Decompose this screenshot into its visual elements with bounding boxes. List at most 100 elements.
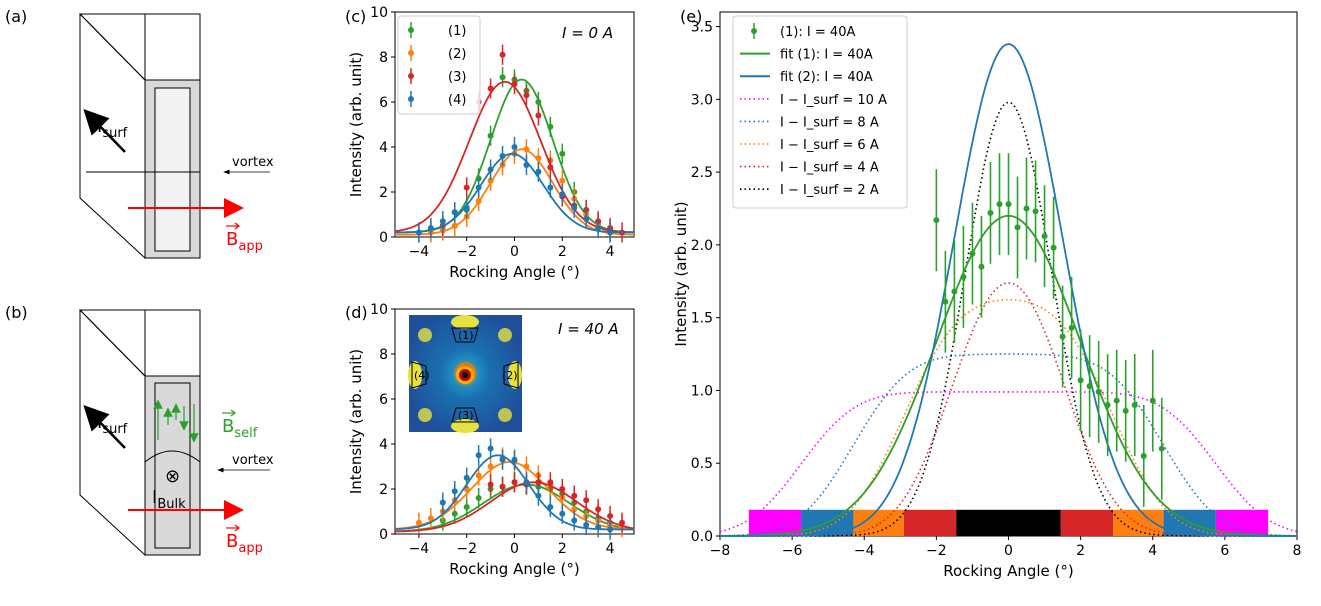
c-xtick-label-2: 0 [510, 244, 519, 260]
c-ytick-label-1: 2 [379, 185, 388, 201]
i-surf-label-b: Isurf [97, 412, 128, 437]
d-ytick-label-3: 6 [379, 392, 388, 408]
legend-e-label-7: I − I_surf = 2 A [780, 183, 879, 198]
d-xtick-label-0: −4 [409, 541, 430, 557]
e-xtick-label-2: −4 [854, 543, 875, 559]
d-series-1-point-13 [571, 506, 578, 513]
e-xtick-label-5: 2 [1076, 543, 1085, 559]
c-ytick-label-5: 10 [370, 5, 388, 21]
d-series-3-point-0 [439, 499, 446, 506]
d-series-1-point-6 [487, 463, 494, 470]
e-point-11 [1032, 208, 1039, 215]
inset-spot-5 [418, 328, 432, 342]
d-series-3-point-2 [463, 474, 470, 481]
d-xlabel: Rocking Angle (°) [449, 560, 579, 578]
c-series-1-point-5 [475, 198, 482, 204]
d-ytick-label-1: 2 [379, 482, 388, 498]
d-series-2-point-8 [583, 497, 590, 504]
d-xtick-label-1: −2 [456, 541, 477, 557]
c-series-3-point-6 [487, 166, 494, 173]
c-series-1-point-6 [487, 177, 494, 184]
c-xtick-label-0: −4 [409, 244, 430, 260]
d-series-3-point-5 [499, 456, 506, 463]
e-point-1 [942, 298, 949, 305]
c-series-3-point-15 [595, 225, 602, 231]
c-series-0-point-6 [499, 74, 506, 81]
inset-box-1 [451, 327, 479, 343]
legend-c-label-1: (2) [448, 47, 466, 62]
e-model-line-1 [720, 353, 1297, 537]
panel-c-chart: (c) −4 −2 0 2 4 0 2 4 6 8 10 Rocking Angle (°) Inten… [345, 5, 635, 281]
legend-c-marker-0 [408, 27, 414, 33]
e-bar-segment-2 [853, 509, 904, 536]
d-series-1-point-9 [523, 463, 530, 470]
legend-e-label-4: I − I_surf = 8 A [780, 115, 879, 130]
b-app-label-a: Bapp [226, 229, 263, 254]
d-ylabel: Intensity (arb. unit) [347, 349, 365, 494]
c-series-3-point-1 [427, 225, 434, 231]
panel-c-annotation: I = 0 A [562, 24, 613, 42]
inset-label-3: (3) [458, 409, 474, 422]
d-xtick-label-4: 4 [606, 541, 615, 557]
e-point-23 [1140, 452, 1147, 459]
panel-b: (b) vortex ⊗ IBulk Bself Isurf Bapp [5, 303, 274, 557]
c-series-3-point-9 [523, 162, 530, 168]
e-model-line-3 [720, 281, 1297, 537]
inset-spot-7 [418, 408, 432, 422]
legend-e [732, 15, 908, 209]
e-point-9 [1014, 224, 1021, 231]
e-xlabel: Rocking Angle (°) [943, 562, 1073, 580]
e-point-3 [960, 273, 967, 280]
e-xtick-label-4: 0 [1004, 543, 1013, 559]
e-ytick-label-7: 3.5 [691, 20, 713, 36]
inset-spot-8 [498, 408, 512, 422]
e-bar-segment-6 [1113, 509, 1164, 536]
c-xtick-label-1: −2 [456, 244, 477, 260]
c-series-0-point-5 [487, 132, 494, 139]
d-series-3-point-13 [595, 524, 602, 531]
c-series-0-point-11 [559, 150, 566, 157]
d-ytick-label-5: 10 [370, 302, 388, 318]
legend-e-label-5: I − I_surf = 6 A [780, 138, 879, 153]
e-point-12 [1041, 233, 1048, 240]
legend-e-label-0: (1): I = 40A [780, 25, 855, 40]
vortex-label-a: vortex [232, 155, 274, 170]
c-series-3-point-2 [439, 218, 446, 225]
e-ytick-label-6: 3.0 [691, 92, 713, 108]
c-series-3-point-7 [499, 153, 506, 159]
box-a-inner-window [154, 87, 191, 252]
b-app-vec-head-a [234, 222, 240, 230]
e-point-25 [1158, 445, 1165, 452]
e-point-22 [1131, 402, 1138, 408]
e-point-0 [933, 217, 940, 224]
e-ytick-label-4: 2.0 [691, 238, 713, 254]
e-model-line-2 [720, 298, 1297, 537]
c-series-3-point-14 [583, 216, 590, 222]
c-series-2-point-9 [547, 164, 554, 171]
d-series-3-point-10 [559, 510, 566, 517]
c-series-1-point-3 [451, 222, 458, 229]
vortex-curve-b [144, 450, 201, 463]
e-model-line-0 [719, 391, 1298, 533]
e-point-14 [1059, 333, 1066, 340]
d-series-3-point-3 [475, 452, 482, 459]
legend-c-label-2: (3) [448, 70, 466, 85]
panel-d-label: (d) [345, 303, 368, 322]
e-point-5 [978, 263, 985, 270]
d-series-0-point-1 [451, 510, 458, 517]
c-series-0-point-9 [535, 99, 542, 105]
inset-spot-1 [451, 315, 479, 329]
vortex-label-b: vortex [232, 453, 274, 468]
i-surf-label-a: Isurf [97, 116, 128, 141]
c-series-3-point-4 [463, 204, 470, 211]
c-series-2-point-4 [487, 85, 494, 92]
b-self-vec-head [230, 409, 236, 417]
panel-d-annotation: I = 40 A [558, 320, 619, 338]
e-ytick-label-3: 1.5 [691, 311, 713, 327]
c-series-3-point-12 [559, 191, 566, 198]
c-series-3-point-3 [451, 209, 458, 216]
e-point-10 [1023, 205, 1030, 212]
c-series-3-point-11 [547, 184, 554, 191]
e-point-17 [1086, 383, 1093, 390]
d-series-1-point-5 [475, 472, 482, 479]
